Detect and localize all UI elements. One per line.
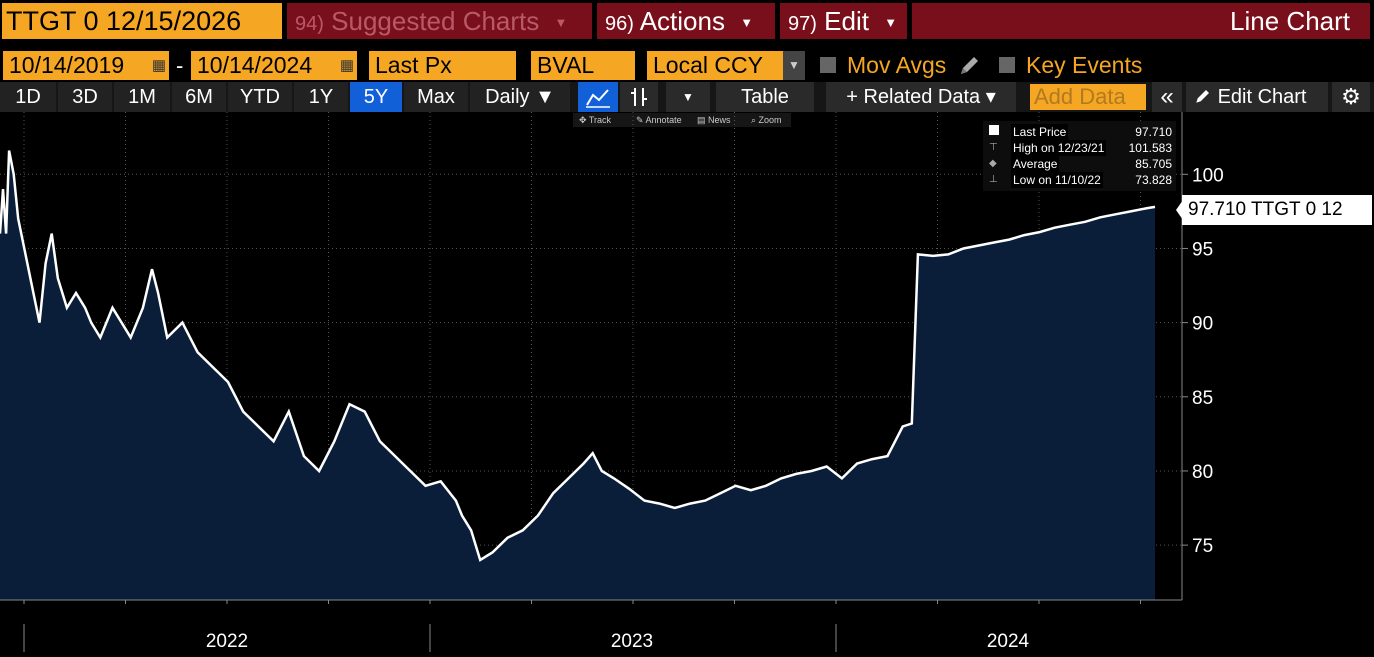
chart-type-title: Line Chart	[912, 3, 1370, 39]
annotate-hint[interactable]: ✎ Annotate	[636, 115, 682, 125]
last-price-pointer	[1176, 200, 1183, 220]
legend-last-price[interactable]: Last Price 97.710	[983, 124, 1176, 140]
y-tick-label: 80	[1192, 462, 1213, 483]
news-hint[interactable]: ▤ News	[697, 115, 731, 125]
suggested-charts-number: 94)	[295, 13, 324, 35]
calendar-icon[interactable]: ▦	[337, 51, 357, 80]
frequency-dropdown[interactable]: Daily ▼	[470, 82, 570, 112]
period-1d[interactable]: 1D	[0, 82, 56, 112]
period-6m[interactable]: 6M	[172, 82, 226, 112]
high-marker-icon: ⊤	[989, 142, 998, 153]
edit-chart-button[interactable]: Edit Chart	[1186, 82, 1328, 112]
last-price-tag: 97.710 TTGT 0 12	[1182, 195, 1372, 225]
zoom-hint[interactable]: ⌕ Zoom	[751, 115, 782, 125]
x-axis: 2022 2023 2024	[0, 599, 1182, 652]
chart-hint-bar	[573, 113, 791, 127]
line-chart-icon[interactable]	[578, 82, 618, 112]
collapse-icon[interactable]: «	[1152, 82, 1182, 112]
actions-button[interactable]: 96) Actions ▼	[597, 3, 775, 39]
edit-chart-label: Edit Chart	[1217, 86, 1307, 108]
mov-avgs-label[interactable]: Mov Avgs	[847, 52, 947, 78]
chart-legend: Last Price 97.710 ⊤ High on 12/23/21 101…	[983, 121, 1176, 191]
currency-selector[interactable]: Local CCY	[647, 51, 783, 80]
edit-number: 97)	[788, 13, 817, 35]
legend-average[interactable]: ◆ Average 85.705	[989, 156, 1172, 172]
price-line	[0, 150, 1156, 562]
y-tick-label: 100	[1192, 165, 1224, 186]
edit-button[interactable]: 97) Edit ▼	[780, 3, 907, 39]
period-1y[interactable]: 1Y	[294, 82, 348, 112]
legend-square-icon	[989, 124, 999, 140]
period-max[interactable]: Max	[404, 82, 468, 112]
actions-number: 96)	[605, 13, 634, 35]
price-chart[interactable]: 75 80 85 90 95 100 2022 2023 2024	[0, 112, 1374, 657]
suggested-charts-button[interactable]: 94) Suggested Charts ▼	[287, 3, 592, 39]
bar-chart-icon[interactable]	[620, 82, 658, 112]
gear-icon[interactable]: ⚙	[1332, 82, 1370, 112]
y-axis: 75 80 85 90 95 100	[1181, 112, 1224, 600]
actions-label: Actions	[639, 6, 725, 36]
x-tick-label: 2024	[987, 631, 1030, 652]
period-1m[interactable]: 1M	[114, 82, 170, 112]
y-tick-label: 75	[1192, 536, 1213, 557]
y-tick-label: 85	[1192, 388, 1213, 409]
chevron-down-icon[interactable]: ▼	[666, 82, 710, 112]
period-5y[interactable]: 5Y	[350, 82, 402, 112]
key-events-label[interactable]: Key Events	[1026, 52, 1143, 78]
y-tick-label: 90	[1192, 314, 1213, 335]
x-tick-label: 2022	[206, 631, 248, 652]
y-tick-label: 95	[1192, 239, 1213, 260]
key-events-checkbox[interactable]	[999, 57, 1015, 73]
chevron-down-icon[interactable]: ▼	[783, 51, 805, 80]
chevron-down-icon: ▼	[554, 15, 568, 31]
legend-high[interactable]: ⊤ High on 12/23/21 101.583	[989, 140, 1172, 156]
edit-label: Edit	[824, 6, 869, 36]
end-date-input[interactable]: 10/14/2024	[191, 51, 337, 80]
field-selector[interactable]: Last Px	[369, 51, 516, 80]
related-data-button[interactable]: + Related Data ▾	[826, 82, 1016, 112]
calendar-icon[interactable]: ▦	[149, 51, 169, 80]
pencil-icon	[1196, 90, 1209, 103]
add-data-input[interactable]: Add Data	[1030, 84, 1146, 110]
price-area	[0, 150, 1155, 600]
pricing-source-selector[interactable]: BVAL	[531, 51, 635, 80]
mov-avgs-checkbox[interactable]	[820, 57, 836, 73]
period-3d[interactable]: 3D	[58, 82, 112, 112]
legend-low[interactable]: ⊥ Low on 11/10/22 73.828	[989, 172, 1172, 188]
pencil-icon[interactable]	[957, 52, 981, 78]
period-ytd[interactable]: YTD	[228, 82, 292, 112]
table-button[interactable]: Table	[716, 82, 814, 112]
chevron-down-icon: ▼	[884, 15, 898, 31]
start-date-input[interactable]: 10/14/2019	[3, 51, 149, 80]
security-ticker[interactable]: TTGT 0 12/15/2026	[2, 3, 282, 39]
suggested-charts-label: Suggested Charts	[331, 6, 540, 36]
date-separator: -	[176, 53, 184, 78]
x-tick-label: 2023	[611, 631, 653, 652]
chevron-down-icon: ▼	[740, 15, 754, 31]
average-marker-icon: ◆	[989, 158, 997, 169]
low-marker-icon: ⊥	[989, 174, 998, 185]
track-hint[interactable]: ✥ Track	[579, 115, 612, 125]
